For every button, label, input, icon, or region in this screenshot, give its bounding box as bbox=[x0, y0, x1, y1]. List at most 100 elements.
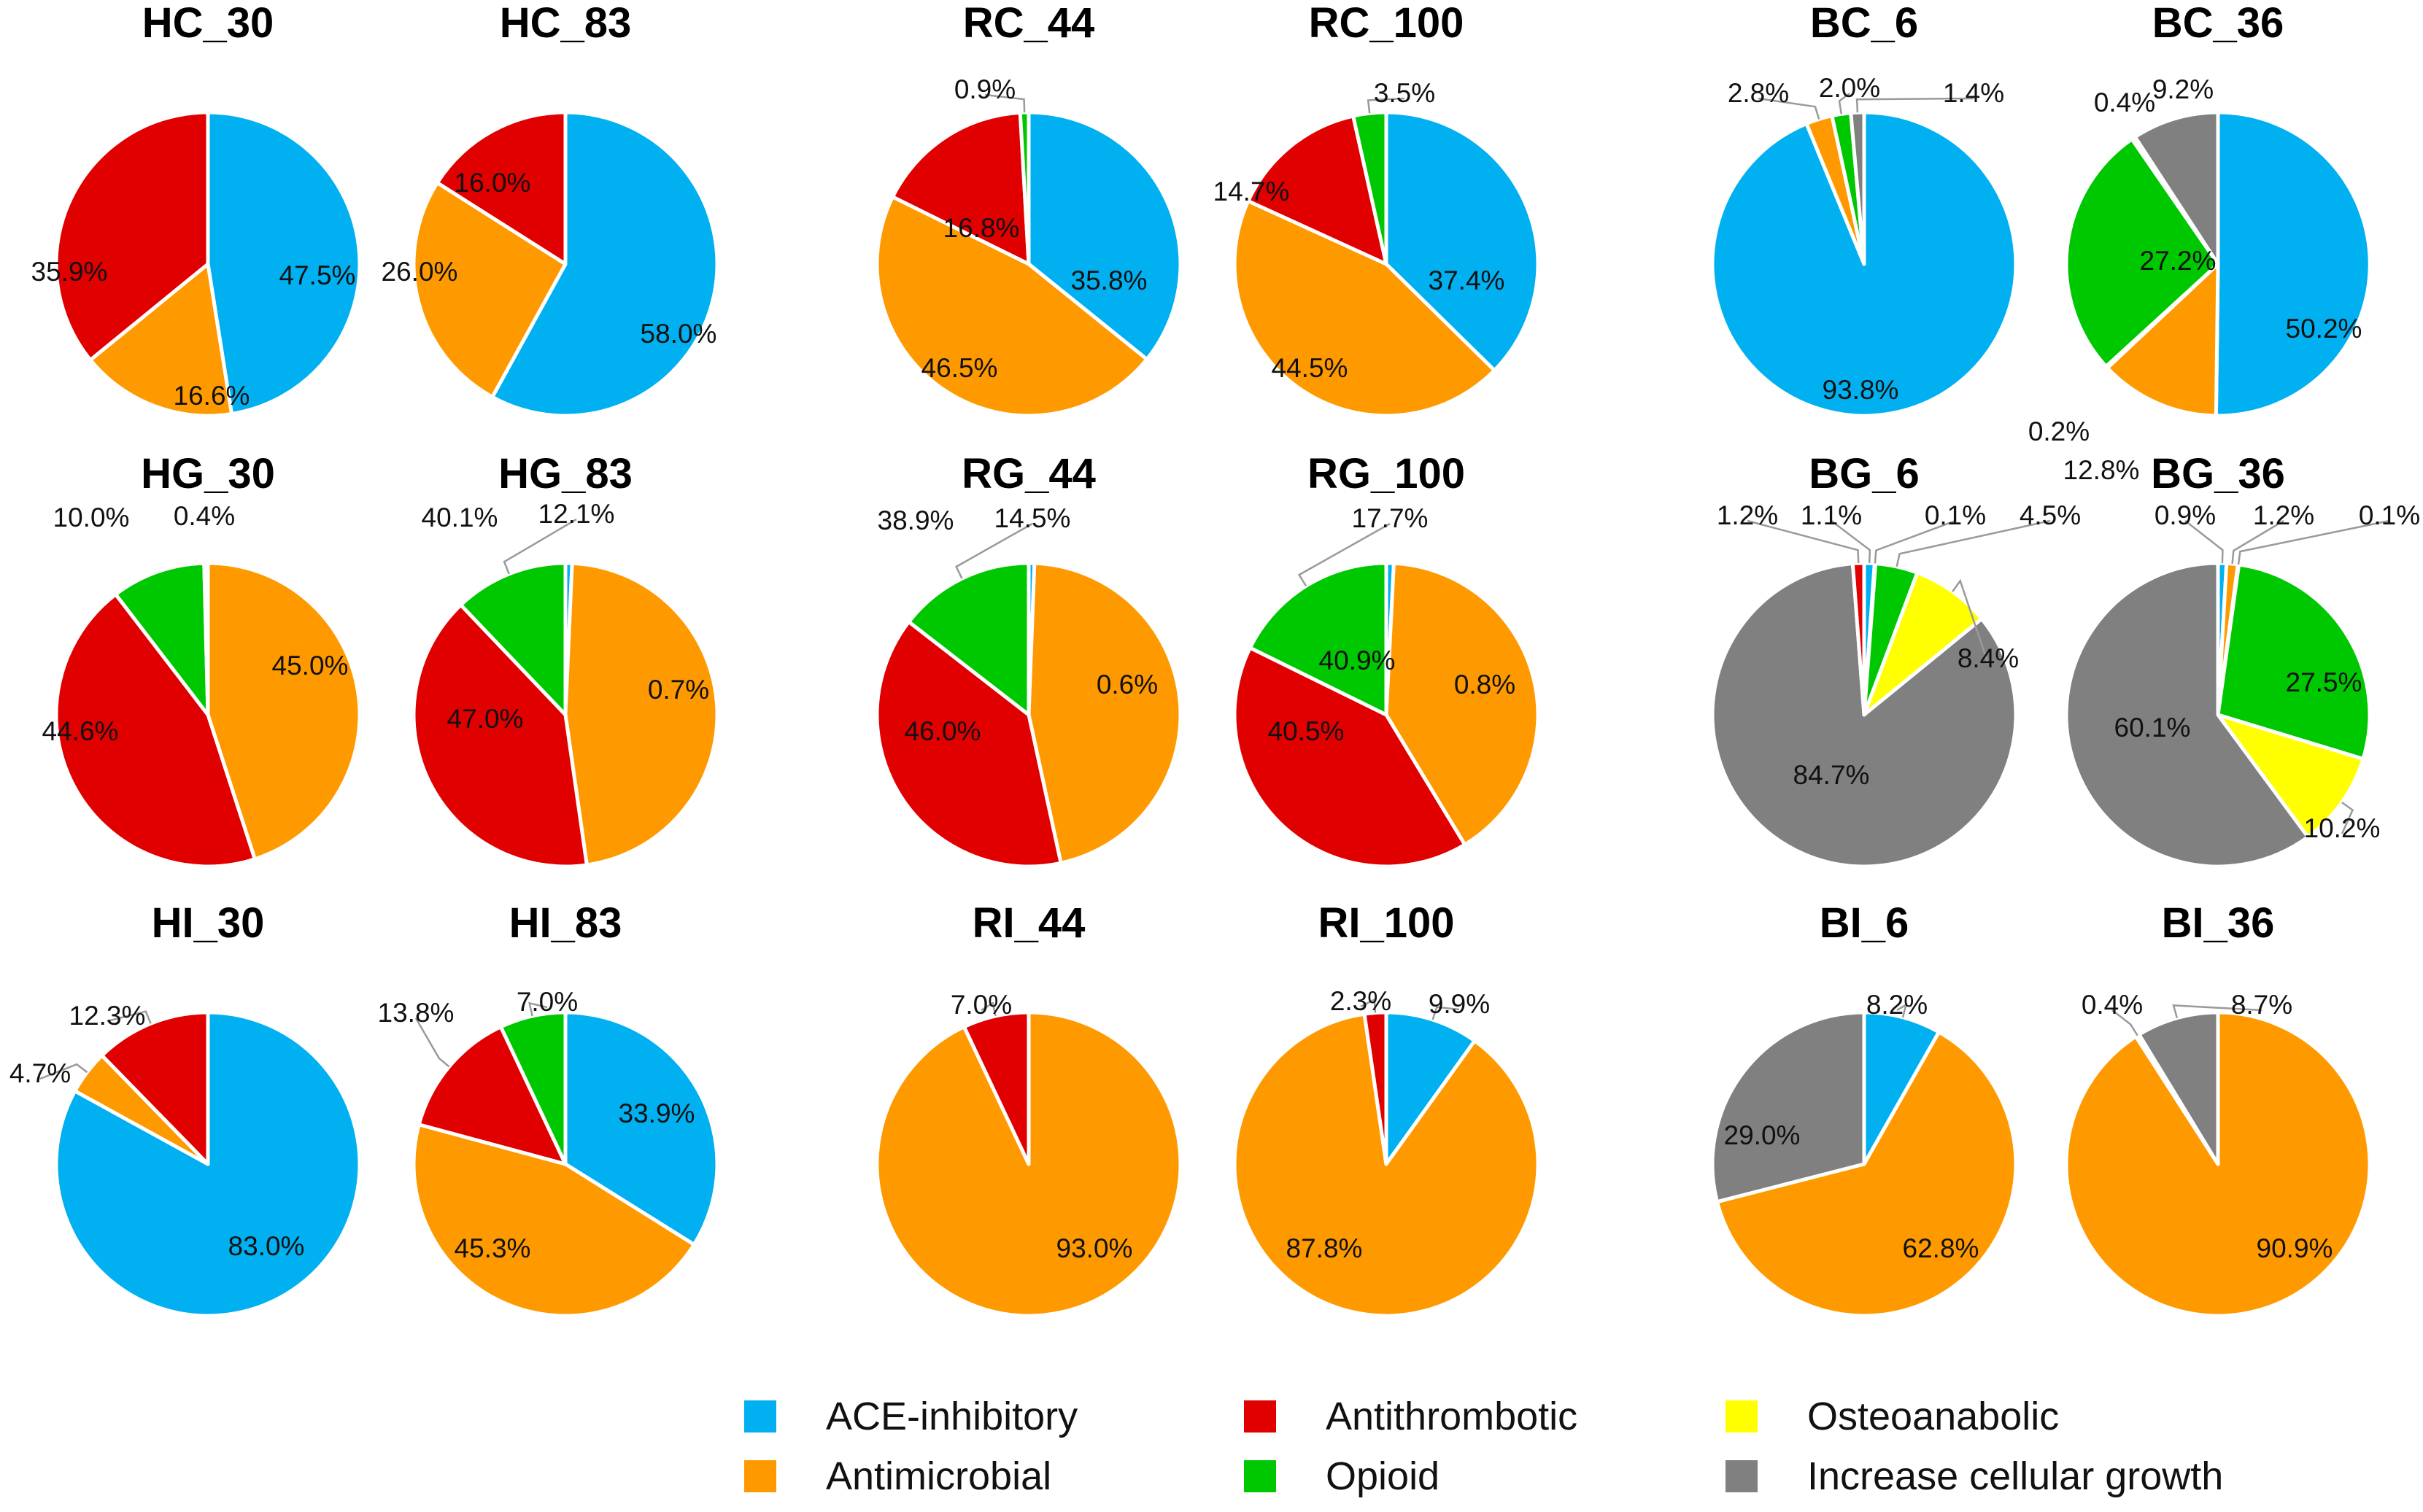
leader-line bbox=[107, 1010, 152, 1024]
slice-antithrombotic bbox=[1362, 1010, 1388, 1166]
chart-title: HI_30 bbox=[152, 899, 265, 947]
slice-label: 8.2% bbox=[1866, 990, 1928, 1020]
slice-increase-cellular-growth bbox=[202, 561, 210, 717]
slice-label: 2.0% bbox=[1819, 73, 1880, 103]
slice-antithrombotic bbox=[891, 110, 1031, 266]
pie-hi-83: HI_83 33.9% 45.3% 13.8% 7.0% bbox=[378, 899, 719, 1318]
pie-rc-100: RC_100 37.4% 44.5% 14.7% 3.5% bbox=[1213, 0, 1540, 418]
pie-ri-100: RI_100 9.9% 87.8% 2.3% bbox=[1232, 899, 1540, 1318]
slice-ace-inhibitory bbox=[490, 110, 719, 418]
leader-line bbox=[981, 1001, 997, 1017]
leader-line bbox=[1367, 97, 1405, 114]
slice-opioid bbox=[907, 561, 1031, 717]
pie-hi-30: HI_30 83.0% 4.7% 12.3% bbox=[9, 899, 362, 1318]
slice-label: 27.2% bbox=[2140, 246, 2217, 276]
slice-label: 0.8% bbox=[1454, 670, 1515, 699]
pie-rg-44: RG_44 0.6% 46.0% 38.9% 14.5% bbox=[875, 450, 1183, 869]
chart-title: HC_30 bbox=[142, 0, 274, 47]
slice-ace-inhibitory bbox=[2214, 110, 2372, 418]
leader-line bbox=[2111, 1009, 2138, 1036]
slice-label: 40.1% bbox=[422, 503, 498, 532]
leader-line bbox=[528, 1001, 548, 1017]
slice-antithrombotic bbox=[411, 602, 589, 869]
slice-increase-cellular-growth bbox=[2137, 1010, 2220, 1166]
legend-label-osteoanabolic: Osteoanabolic bbox=[1807, 1395, 2059, 1438]
slice-label: 16.0% bbox=[455, 168, 531, 198]
slice-label: 0.1% bbox=[1925, 500, 1986, 530]
chart-title: RG_100 bbox=[1307, 450, 1465, 497]
chart-title: RC_100 bbox=[1309, 0, 1464, 47]
slice-antimicrobial bbox=[2105, 262, 2220, 418]
pie-bg-6: BG_61.1% 0.1% 4.5% 8.4% 84.7% 1.2% bbox=[1710, 450, 2081, 869]
slice-antimicrobial bbox=[563, 561, 719, 867]
slice-label: 16.6% bbox=[174, 381, 250, 411]
legend-label-antithrombotic: Antithrombotic bbox=[1326, 1395, 1577, 1438]
slice-antimicrobial bbox=[88, 262, 234, 418]
slice-antithrombotic bbox=[435, 110, 568, 266]
slice-label: 0.1% bbox=[2359, 500, 2420, 530]
pie-ri-44: RI_44 93.0% 7.0% bbox=[875, 899, 1183, 1318]
pie-hg-30: HG_30 45.0% 44.6% 10.0% 0.4% bbox=[42, 450, 362, 869]
leader-line bbox=[1895, 519, 2051, 567]
leader-line bbox=[954, 522, 1033, 579]
chart-title: BC_36 bbox=[2152, 0, 2284, 47]
legend-label-ace-inhibitory: ACE-inhibitory bbox=[826, 1395, 1078, 1438]
slice-label: 1.2% bbox=[2253, 500, 2314, 530]
legend-swatch-antithrombotic bbox=[1244, 1400, 1276, 1432]
legend-label-opioid: Opioid bbox=[1326, 1454, 1439, 1498]
legend-swatch-opioid bbox=[1244, 1460, 1276, 1492]
slice-label: 44.5% bbox=[1272, 353, 1348, 383]
chart-title: RG_44 bbox=[962, 450, 1096, 497]
slice-label: 87.8% bbox=[1286, 1233, 1363, 1263]
slice-opioid bbox=[2064, 137, 2220, 368]
legend-swatch-increase-cellular-growth bbox=[1726, 1460, 1758, 1492]
slice-antimicrobial bbox=[411, 181, 568, 399]
legend-swatch-ace-inhibitory bbox=[744, 1400, 776, 1432]
slice-opioid bbox=[498, 1010, 568, 1166]
slice-label: 17.7% bbox=[1352, 503, 1429, 533]
leader-line bbox=[2172, 1004, 2262, 1019]
slice-label: 60.1% bbox=[2114, 713, 2191, 743]
slice-label: 10.0% bbox=[53, 503, 130, 532]
slice-label: 8.4% bbox=[1958, 643, 2019, 673]
slice-label: 14.5% bbox=[994, 503, 1071, 533]
slice-label: 3.5% bbox=[1374, 78, 1435, 108]
leader-line bbox=[1431, 1006, 1460, 1020]
slice-label: 50.2% bbox=[2286, 314, 2362, 344]
slice-label: 0.9% bbox=[2155, 500, 2216, 530]
slice-label: 2.8% bbox=[1728, 78, 1789, 108]
leader-line bbox=[2237, 519, 2390, 565]
slice-label: 9.2% bbox=[2152, 74, 2214, 104]
slice-ace-inhibitory bbox=[1027, 110, 1183, 362]
pie-hc-30: HC_30 47.5% 16.6% 35.9% bbox=[31, 0, 362, 418]
slice-label: 83.0% bbox=[228, 1231, 305, 1261]
slice-label: 0.4% bbox=[2094, 88, 2155, 117]
slice-antimicrobial bbox=[206, 561, 362, 861]
legend-label-increase-cellular-growth: Increase cellular growth bbox=[1807, 1454, 2223, 1498]
slice-label: 0.9% bbox=[954, 74, 1016, 104]
slice-increase-cellular-growth bbox=[1710, 1010, 1866, 1204]
chart-title: RC_44 bbox=[963, 0, 1095, 47]
slice-ace-inhibitory bbox=[1384, 110, 1540, 373]
leader-line bbox=[39, 1063, 88, 1080]
slice-antimicrobial bbox=[411, 1123, 696, 1318]
slice-label: 29.0% bbox=[1724, 1120, 1801, 1150]
leader-line bbox=[1838, 93, 1850, 115]
slice-antimicrobial bbox=[875, 195, 1149, 418]
slice-label: 45.0% bbox=[272, 651, 349, 681]
legend: ACE-inhibitory Antimicrobial Antithromboti… bbox=[744, 1395, 2223, 1498]
chart-title: BG_36 bbox=[2151, 450, 2285, 497]
chart-title: HC_83 bbox=[500, 0, 632, 47]
slice-antithrombotic bbox=[54, 110, 210, 363]
slice-antithrombotic bbox=[962, 1010, 1031, 1166]
slice-label: 47.5% bbox=[279, 260, 356, 290]
slice-label: 7.0% bbox=[951, 990, 1012, 1020]
slice-label: 62.8% bbox=[1903, 1233, 1979, 1263]
slice-label: 0.6% bbox=[1097, 670, 1158, 699]
slice-label: 27.5% bbox=[2286, 667, 2362, 697]
slice-label: 44.6% bbox=[42, 716, 119, 746]
slice-increase-cellular-growth bbox=[2064, 561, 2310, 869]
leader-line bbox=[1855, 97, 1974, 113]
pie-rg-100: RG_100 0.8% 40.5% 40.9% 17.7% bbox=[1232, 450, 1540, 869]
pie-bi-6: BI_6 8.2% 62.8% 29.0% bbox=[1710, 899, 2018, 1318]
